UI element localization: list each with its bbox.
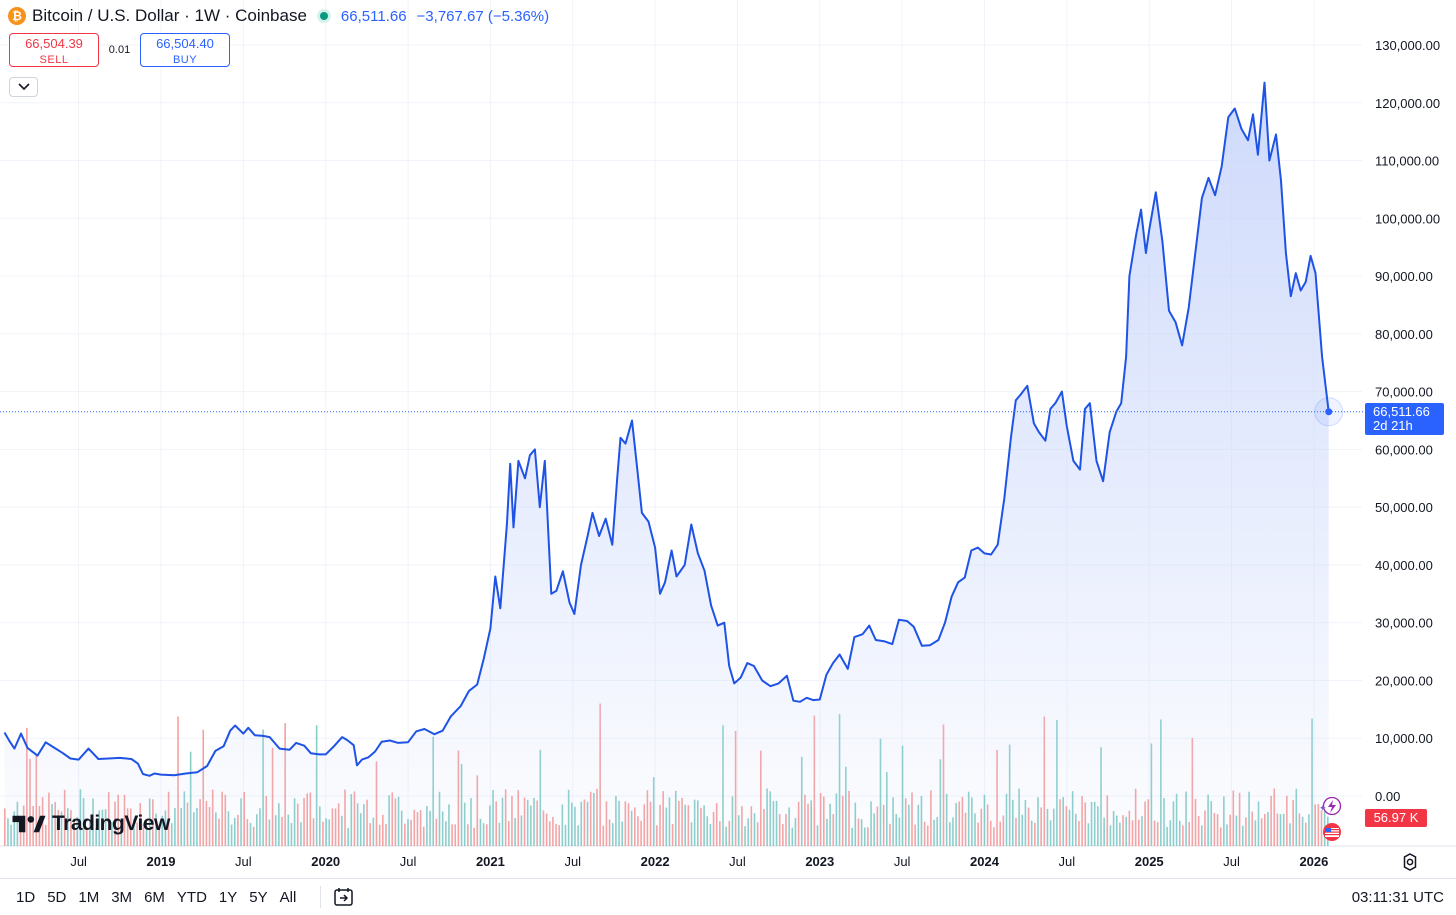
price-area-fill [4, 82, 1329, 847]
x-tick-label: Jul [564, 854, 581, 869]
buy-button[interactable]: 66,504.40 BUY [140, 33, 230, 67]
x-tick-label: Jul [235, 854, 252, 869]
x-tick-label: 2024 [970, 854, 1000, 869]
bar-countdown: 2d 21h [1373, 418, 1413, 433]
toolbar-divider [320, 886, 321, 908]
x-tick-label: 2019 [147, 854, 176, 869]
range-button[interactable]: 1Y [218, 889, 238, 906]
tradingview-icon [12, 815, 46, 833]
x-axis: Jul 2019 Jul 2020 Jul 2021 Jul 2022 Jul 2023 Jul 20… [70, 854, 1328, 869]
volume-value-label: 56.97 K [1365, 809, 1427, 827]
x-tick-label: 2023 [805, 854, 834, 869]
y-tick-label: 70,000.00 [1375, 385, 1433, 400]
range-button[interactable]: 6M [144, 889, 165, 906]
last-price-label: 66,511.66 2d 21h [1365, 403, 1444, 435]
svg-text:✦: ✦ [1319, 804, 1327, 814]
y-axis: 0.00 10,000.00 20,000.00 30,000.00 40,000.00… [1375, 38, 1440, 804]
header-change: −3,767.67 (−5.36%) [416, 7, 550, 25]
y-tick-label: 30,000.00 [1375, 616, 1433, 631]
chevron-down-icon [17, 83, 30, 91]
y-tick-label: 60,000.00 [1375, 442, 1433, 457]
y-tick-label: 130,000.00 [1375, 38, 1440, 53]
tradingview-logo[interactable]: TradingView [12, 812, 170, 836]
bitcoin-icon: ₿ [8, 7, 26, 25]
y-tick-label: 10,000.00 [1375, 731, 1433, 746]
go-to-date-icon[interactable] [333, 886, 355, 908]
x-tick-label: 2020 [311, 854, 340, 869]
collapse-button[interactable] [9, 77, 38, 97]
sell-button[interactable]: 66,504.39 SELL [9, 33, 99, 67]
range-button[interactable]: 1D [16, 889, 36, 906]
y-tick-label: 80,000.00 [1375, 327, 1433, 342]
y-tick-label: 90,000.00 [1375, 269, 1433, 284]
x-tick-label: 2025 [1135, 854, 1164, 869]
sell-price: 66,504.39 [25, 36, 83, 51]
market-open-icon [316, 9, 331, 23]
x-tick-label: 2021 [476, 854, 505, 869]
price-line [3, 81, 1330, 777]
x-tick-label: Jul [1223, 854, 1240, 869]
y-tick-label: 40,000.00 [1375, 558, 1433, 573]
brand-name: TradingView [52, 812, 170, 835]
x-tick-label: Jul [70, 854, 87, 869]
badge-icons: ✦ [1318, 796, 1348, 850]
x-tick-label: 2026 [1299, 854, 1328, 869]
x-tick-label: Jul [729, 854, 746, 869]
x-tick-label: Jul [894, 854, 911, 869]
buy-label: BUY [172, 54, 198, 66]
range-button[interactable]: 3M [111, 889, 133, 906]
symbol-title[interactable]: Bitcoin / U.S. Dollar · 1W · Coinbase [32, 6, 307, 25]
last-price-value: 66,511.66 [1373, 404, 1430, 419]
range-buttons: 1D 5D 1M 3M 6M YTD 1Y 5Y All [10, 887, 302, 908]
range-button[interactable]: YTD [176, 889, 207, 906]
range-button[interactable]: 1M [78, 889, 100, 906]
y-tick-label: 120,000.00 [1375, 96, 1440, 111]
y-tick-label: 50,000.00 [1375, 500, 1433, 515]
last-price-dot [1325, 408, 1333, 416]
gear-icon[interactable] [1400, 852, 1420, 872]
x-tick-label: 2022 [641, 854, 670, 869]
spread-value: 0.01 [108, 44, 131, 56]
x-tick-label: Jul [1059, 854, 1076, 869]
y-tick-label: 0.00 [1375, 789, 1400, 804]
y-tick-label: 20,000.00 [1375, 673, 1433, 688]
sell-label: SELL [39, 54, 69, 66]
range-button[interactable]: All [279, 889, 297, 906]
symbol-header: ₿ Bitcoin / U.S. Dollar · 1W · Coinbase … [8, 5, 549, 27]
bottom-toolbar: 1D 5D 1M 3M 6M YTD 1Y 5Y All 03:11:31 UTC [0, 878, 1456, 915]
utc-clock[interactable]: 03:11:31 UTC [1351, 889, 1444, 906]
range-button[interactable]: 5D [47, 889, 67, 906]
y-tick-label: 100,000.00 [1375, 211, 1440, 226]
y-tick-label: 110,000.00 [1375, 154, 1439, 169]
range-button[interactable]: 5Y [249, 889, 268, 906]
buy-price: 66,504.40 [156, 36, 214, 51]
header-price: 66,511.66 [340, 7, 407, 25]
x-tick-label: Jul [400, 854, 417, 869]
